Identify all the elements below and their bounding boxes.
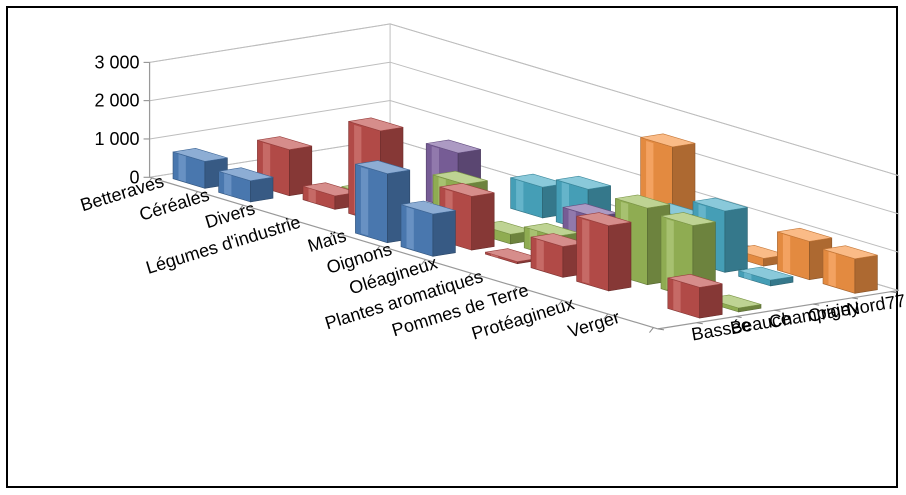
bar-side-face [471,192,495,251]
category-tick-mark [284,218,290,225]
depth-label: 77 [884,290,906,313]
y-tick-label: 0 [130,167,140,187]
bar-highlight [224,173,232,196]
bar [738,266,794,287]
bar-top-face [777,227,832,242]
bars [172,117,878,319]
bar-top-face [172,147,228,162]
bar-highlight [406,207,414,250]
bar-side-face [699,283,723,319]
bar-highlight [673,280,681,312]
bar-side-face [432,210,456,257]
bar-highlight [308,188,316,204]
bar-front-face [576,215,609,292]
depth-tick-mark [813,303,820,306]
bar-top-face [660,212,716,226]
bar-top-face [667,273,723,288]
bar [400,200,456,257]
bar-top-face [432,170,488,185]
category-tick-mark [193,191,198,197]
bar-side-face [250,176,274,203]
bar-top-face [257,136,312,151]
category-label: Maïs [305,225,348,256]
category-tick-mark [238,204,244,211]
category-tick-mark [375,245,381,252]
bar-top-face [692,197,748,212]
bar [218,167,274,203]
bar-top-face [439,182,495,197]
bar-highlight [360,167,369,236]
bar [822,245,878,294]
bar-highlight [536,239,544,271]
y-tick-label: 3 000 [95,52,140,72]
bar [576,212,632,292]
depth-tick-mark [735,316,742,318]
bar-top-face [218,167,274,182]
bar-highlight [490,253,499,258]
category-tick-mark [466,272,472,279]
bar [172,147,228,189]
category-tick-mark [329,232,335,238]
gridlines [143,23,899,333]
bar-top-face [738,266,794,281]
bar-top-face [615,194,670,209]
bar-side-face [724,207,748,273]
bar-top-face [822,245,878,260]
bar-top-face [348,117,404,132]
bar-top-face [355,160,410,175]
depth-tick-mark [657,328,665,331]
category-tick-mark [421,259,426,265]
depth-tick-mark [774,309,781,312]
bar-top-face [576,212,632,227]
bar-highlight [782,234,791,274]
bar-front-face [355,163,388,244]
category-tick-mark [557,300,563,306]
bar-top-face [640,133,696,148]
bar-highlight [828,251,836,287]
gridline [149,61,899,215]
bar-top-face [426,139,481,154]
category-tick-mark [649,327,654,333]
category-tick-mark [603,313,609,320]
bar [667,273,723,319]
bar-highlight [666,219,674,292]
y-tick-label: 1 000 [95,129,140,149]
bar-side-face [854,254,878,294]
category-tick-mark [512,286,518,293]
bar-highlight [516,179,524,212]
gridline [149,23,899,177]
gridline [149,99,899,253]
bar-highlight [744,272,752,280]
bar-side-face [608,221,632,292]
depth-tick-mark [696,322,703,325]
category-axis [149,176,659,330]
depth-tick-mark [851,297,859,300]
depth-tick-mark [890,291,897,294]
bar-highlight [178,154,186,182]
bar-top-face [400,200,456,215]
bar-top-face [556,175,611,190]
category-tick-mark [147,177,153,184]
y-tick-label: 2 000 [95,91,140,111]
bar-highlight [582,219,590,284]
